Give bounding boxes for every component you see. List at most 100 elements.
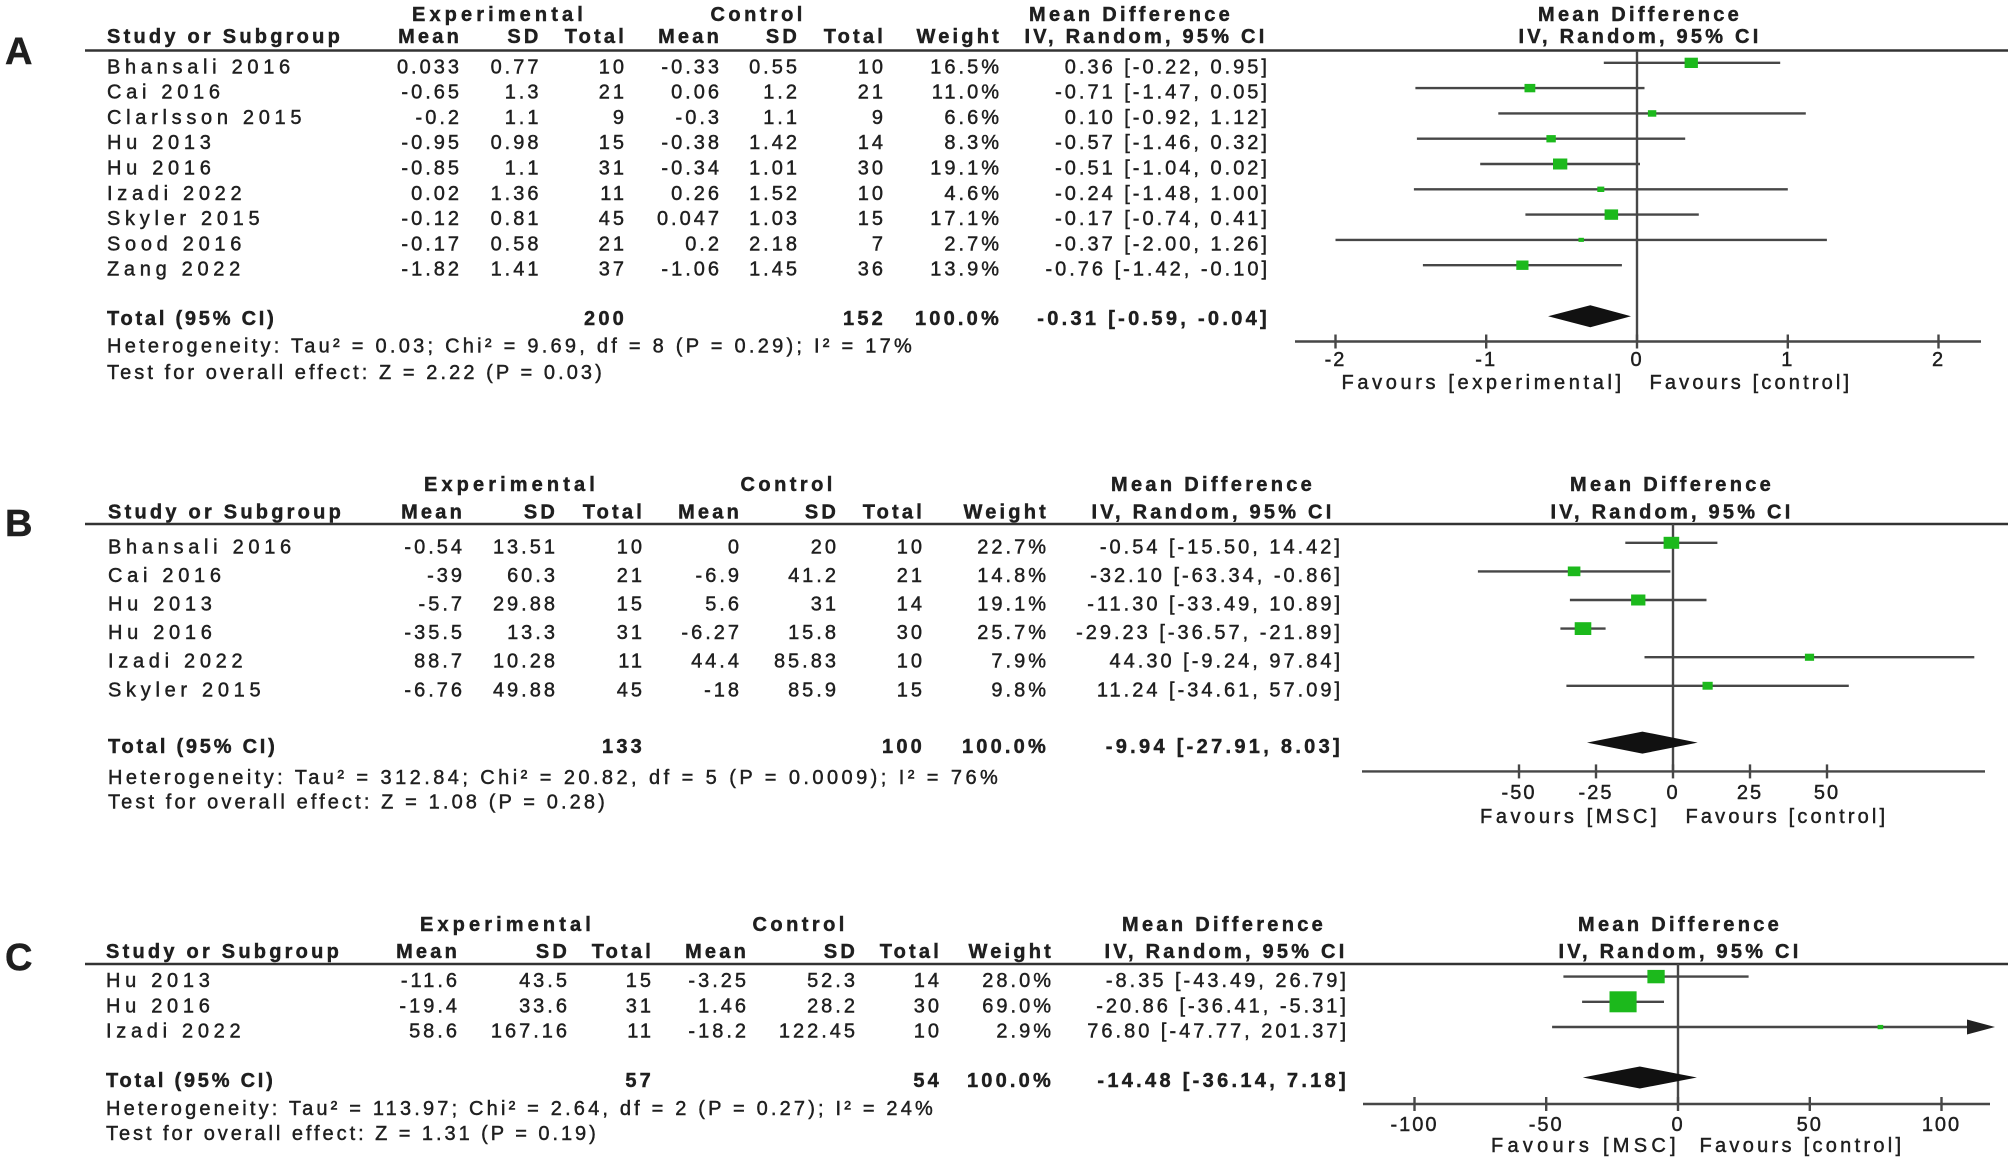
svg-text:8.3%: 8.3% <box>944 132 1002 154</box>
svg-text:21: 21 <box>599 233 627 255</box>
svg-text:58.6: 58.6 <box>409 1021 460 1043</box>
svg-text:Experimental: Experimental <box>424 474 598 496</box>
svg-text:1.3: 1.3 <box>505 82 542 104</box>
svg-text:0.06: 0.06 <box>671 82 722 104</box>
svg-text:-6.76: -6.76 <box>404 679 465 701</box>
svg-text:14: 14 <box>897 594 925 616</box>
svg-text:100.0%: 100.0% <box>967 1070 1054 1092</box>
svg-text:SD: SD <box>524 502 558 524</box>
svg-text:2.7%: 2.7% <box>944 233 1002 255</box>
svg-text:Sood 2016: Sood 2016 <box>107 233 246 255</box>
svg-text:0: 0 <box>1666 782 1679 804</box>
svg-text:A: A <box>5 31 32 73</box>
svg-text:Total: Total <box>880 941 942 963</box>
svg-text:-0.17: -0.17 <box>401 233 462 255</box>
svg-text:10: 10 <box>617 536 645 558</box>
svg-text:-0.3: -0.3 <box>676 107 722 129</box>
svg-text:0.033: 0.033 <box>397 56 462 78</box>
svg-text:-39: -39 <box>427 565 465 587</box>
svg-text:9: 9 <box>872 107 886 129</box>
svg-text:-11.6: -11.6 <box>401 970 460 992</box>
svg-text:41.2: 41.2 <box>788 565 839 587</box>
svg-text:-35.5: -35.5 <box>404 622 465 644</box>
svg-text:1.52: 1.52 <box>749 183 800 205</box>
svg-text:0.26: 0.26 <box>671 183 722 205</box>
svg-text:33.6: 33.6 <box>519 995 570 1017</box>
svg-text:Mean: Mean <box>658 26 722 48</box>
svg-text:Hu 2013: Hu 2013 <box>107 132 216 154</box>
svg-text:-0.37 [-2.00, 1.26]: -0.37 [-2.00, 1.26] <box>1055 233 1270 255</box>
svg-text:15: 15 <box>617 594 645 616</box>
svg-text:Total: Total <box>565 26 627 48</box>
svg-text:2.18: 2.18 <box>749 233 800 255</box>
svg-text:Izadi 2022: Izadi 2022 <box>106 1021 245 1043</box>
svg-text:36: 36 <box>858 259 886 281</box>
svg-text:-5.7: -5.7 <box>419 594 465 616</box>
svg-text:85.83: 85.83 <box>774 651 839 673</box>
svg-text:19.1%: 19.1% <box>930 158 1002 180</box>
svg-text:Study or Subgroup: Study or Subgroup <box>106 941 342 963</box>
svg-text:30: 30 <box>897 622 925 644</box>
svg-text:Mean Difference: Mean Difference <box>1029 4 1233 26</box>
svg-text:-0.57 [-1.46, 0.32]: -0.57 [-1.46, 0.32] <box>1055 132 1270 154</box>
svg-text:28.2: 28.2 <box>807 995 858 1017</box>
svg-text:-8.35 [-43.49, 26.79]: -8.35 [-43.49, 26.79] <box>1106 970 1349 992</box>
svg-text:11.0%: 11.0% <box>932 82 1002 104</box>
svg-text:Hu 2013: Hu 2013 <box>108 594 217 616</box>
svg-text:C: C <box>5 937 32 979</box>
svg-text:Study or Subgroup: Study or Subgroup <box>108 502 344 524</box>
svg-text:B: B <box>5 503 32 545</box>
svg-text:88.7: 88.7 <box>414 651 465 673</box>
svg-text:Zang 2022: Zang 2022 <box>107 259 245 281</box>
svg-text:Weight: Weight <box>969 941 1055 963</box>
svg-text:Favours [experimental]: Favours [experimental] <box>1342 372 1625 394</box>
svg-text:11: 11 <box>618 651 645 673</box>
svg-text:-0.24 [-1.48, 1.00]: -0.24 [-1.48, 1.00] <box>1055 183 1270 205</box>
svg-text:10: 10 <box>858 183 886 205</box>
svg-text:1.46: 1.46 <box>698 995 749 1017</box>
svg-text:37: 37 <box>599 259 627 281</box>
svg-text:0.02: 0.02 <box>411 183 462 205</box>
svg-text:-100: -100 <box>1390 1114 1438 1136</box>
svg-text:Heterogeneity: Tau² = 113.97;: Heterogeneity: Tau² = 113.97; Chi² = 2.6… <box>106 1098 936 1120</box>
svg-text:Favours [MSC]: Favours [MSC] <box>1491 1135 1679 1157</box>
svg-text:Control: Control <box>711 4 806 26</box>
svg-text:13.9%: 13.9% <box>930 259 1002 281</box>
svg-text:7: 7 <box>872 233 886 255</box>
svg-text:Mean: Mean <box>678 502 742 524</box>
svg-text:Total: Total <box>583 502 645 524</box>
svg-text:-9.94 [-27.91, 8.03]: -9.94 [-27.91, 8.03] <box>1106 736 1343 758</box>
svg-text:Bhansali 2016: Bhansali 2016 <box>107 56 295 78</box>
svg-text:2: 2 <box>1932 349 1945 371</box>
svg-text:44.30 [-9.24, 97.84]: 44.30 [-9.24, 97.84] <box>1110 651 1343 673</box>
svg-text:30: 30 <box>914 995 942 1017</box>
svg-text:Clarlsson 2015: Clarlsson 2015 <box>107 107 306 129</box>
svg-text:Mean Difference: Mean Difference <box>1111 474 1315 496</box>
svg-text:1.2: 1.2 <box>763 82 800 104</box>
svg-text:60.3: 60.3 <box>507 565 558 587</box>
svg-text:15.8: 15.8 <box>788 622 839 644</box>
svg-text:15: 15 <box>599 132 627 154</box>
svg-text:28.0%: 28.0% <box>982 970 1054 992</box>
svg-text:Study or Subgroup: Study or Subgroup <box>107 26 343 48</box>
svg-text:-0.12: -0.12 <box>401 208 462 230</box>
svg-text:4.6%: 4.6% <box>944 183 1002 205</box>
svg-text:Weight: Weight <box>964 502 1050 524</box>
svg-text:0.2: 0.2 <box>685 233 722 255</box>
svg-text:-0.65: -0.65 <box>401 82 462 104</box>
svg-text:14: 14 <box>858 132 886 154</box>
svg-text:-0.33: -0.33 <box>661 56 722 78</box>
svg-text:6.6%: 6.6% <box>944 107 1002 129</box>
svg-text:85.9: 85.9 <box>788 679 839 701</box>
svg-text:Total (95% CI): Total (95% CI) <box>108 736 278 758</box>
svg-text:-32.10 [-63.34, -0.86]: -32.10 [-63.34, -0.86] <box>1090 565 1343 587</box>
svg-text:1.45: 1.45 <box>749 259 800 281</box>
svg-text:-0.51 [-1.04, 0.02]: -0.51 [-1.04, 0.02] <box>1055 158 1270 180</box>
svg-text:SD: SD <box>536 941 570 963</box>
svg-text:21: 21 <box>858 82 886 104</box>
svg-text:11: 11 <box>627 1021 654 1043</box>
svg-text:Total: Total <box>863 502 925 524</box>
svg-text:21: 21 <box>897 565 925 587</box>
svg-text:0: 0 <box>1671 1114 1684 1136</box>
svg-text:Favours [MSC]: Favours [MSC] <box>1480 806 1660 828</box>
